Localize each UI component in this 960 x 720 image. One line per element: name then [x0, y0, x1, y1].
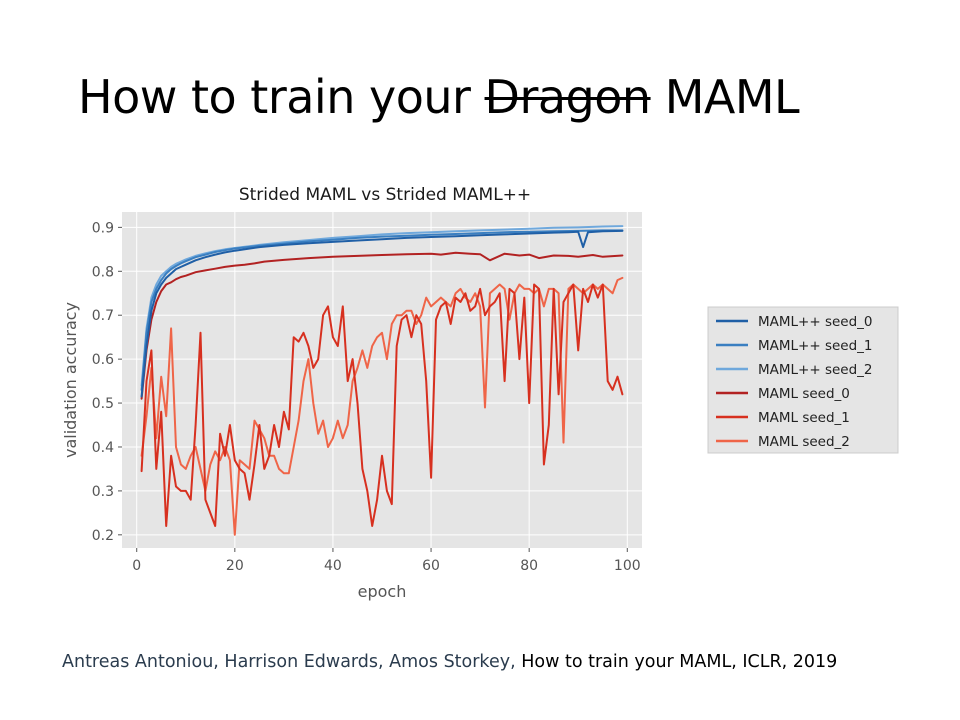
y-tick-label: 0.8: [92, 264, 114, 280]
x-tick-label: 20: [226, 558, 244, 574]
x-tick-label: 80: [520, 558, 538, 574]
series-line-5: [140, 276, 624, 536]
y-tick-label: 0.6: [92, 352, 114, 368]
legend-item-label: MAML seed_0: [758, 386, 850, 402]
citation-paper: How to train your MAML, ICLR, 2019: [521, 652, 838, 672]
y-axis-label: validation accuracy: [61, 302, 80, 458]
series-line-3: [140, 251, 624, 400]
legend-item-label: MAML seed_1: [758, 410, 850, 426]
plot-area: [122, 212, 642, 548]
x-tick-label: 60: [422, 558, 440, 574]
x-tick-label: 0: [132, 558, 141, 574]
slide-title: How to train your Dragon MAML: [78, 70, 800, 124]
legend-item-label: MAML++ seed_0: [758, 314, 873, 330]
y-tick-label: 0.4: [92, 440, 114, 456]
x-tick-label: 40: [324, 558, 342, 574]
y-tick-label: 0.3: [92, 484, 114, 500]
y-tick-label: 0.9: [92, 220, 114, 236]
legend-item-label: MAML seed_2: [758, 434, 850, 450]
series-line-0: [140, 229, 624, 398]
y-tick-label: 0.5: [92, 396, 114, 412]
y-tick-label: 0.2: [92, 528, 114, 544]
title-part-1: How to train your: [78, 70, 471, 124]
axis-ticks: 0 20 40 60 80 100 0.2 0.3 0.4 0.5 0.6 0.7 0.8 0.9: [92, 220, 641, 574]
citation-authors: Antreas Antoniou, Harrison Edwards, Amos…: [62, 652, 516, 672]
y-tick-label: 0.7: [92, 308, 114, 324]
line-chart: Strided MAML vs Strided MAML++ 0 20 40 60 80…: [61, 185, 899, 601]
x-tick-label: 100: [614, 558, 641, 574]
x-axis-label: epoch: [358, 582, 407, 601]
legend-item-label: MAML++ seed_1: [758, 338, 873, 354]
title-struck-word: Dragon: [484, 70, 652, 124]
series-line-1: [140, 229, 624, 391]
series-lines: [140, 225, 624, 536]
chart-legend: MAML++ seed_0 MAML++ seed_1 MAML++ seed_2 M…: [707, 306, 899, 454]
series-line-4: [140, 283, 624, 527]
chart-title: Strided MAML vs Strided MAML++: [239, 185, 531, 205]
legend-item-label: MAML++ seed_2: [758, 362, 873, 378]
title-part-2: MAML: [664, 70, 800, 124]
citation: Antreas Antoniou, Harrison Edwards, Amos…: [62, 652, 837, 672]
legend-box: [707, 306, 899, 454]
